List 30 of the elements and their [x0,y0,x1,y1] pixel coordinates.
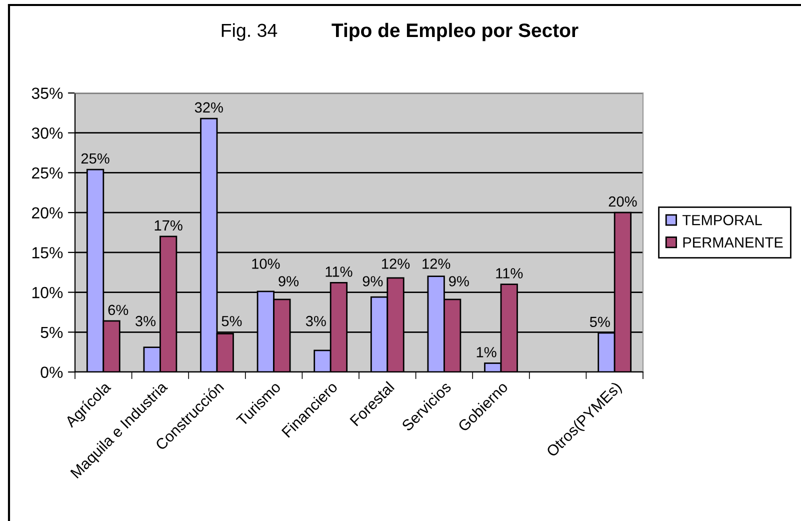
data-label: 12% [422,258,450,269]
data-label: 3% [136,316,156,326]
data-label: 12% [382,258,410,269]
y-tick-label: 25% [32,167,63,179]
y-tick-label: 30% [32,127,63,139]
chart-title: Tipo de Empleo por Sector [332,22,578,42]
data-label: 5% [222,316,242,326]
data-label: 9% [362,276,383,286]
data-label: 9% [278,276,299,286]
caption: Fig. 34 [222,23,278,41]
data-label: 17% [154,220,182,231]
y-tick-label: 15% [32,247,63,258]
data-label: 6% [108,304,128,316]
y-tick-label: 5% [40,326,63,338]
data-label: 11% [326,266,352,277]
legend-label: PERMANENTE [683,237,783,248]
legend-label: TEMPORAL [682,214,762,226]
data-label: 10% [252,258,280,269]
y-tick-label: 20% [32,207,63,219]
data-label: 9% [449,276,469,286]
data-label: 25% [81,153,110,164]
data-label: 3% [306,316,326,326]
data-label: 1% [476,347,496,358]
data-label: 20% [608,196,637,207]
data-label: 32% [194,102,223,113]
y-tick-label: 35% [32,88,63,99]
data-label: 11% [496,268,523,278]
y-tick-label: 0% [40,366,63,378]
y-tick-label: 10% [32,286,63,298]
data-label: 5% [590,316,610,328]
